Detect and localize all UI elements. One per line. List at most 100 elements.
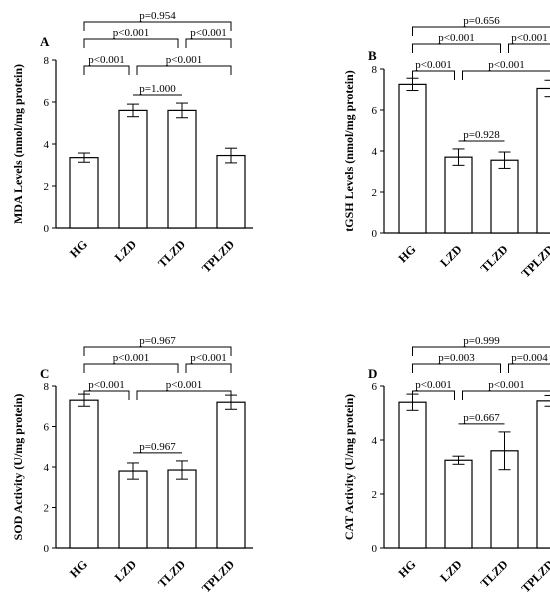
bar-hg — [69, 157, 99, 229]
y-tick-label: 4 — [44, 462, 50, 474]
y-tick-label: 6 — [44, 97, 50, 109]
y-tick-label: 4 — [44, 139, 50, 151]
category-label: TLZD — [478, 557, 511, 590]
category-label: LZD — [112, 237, 140, 265]
significance-bracket — [136, 65, 232, 75]
p-value-label: p=0.004 — [511, 352, 548, 364]
y-tick-label: 4 — [372, 146, 378, 158]
p-value-label: p<0.001 — [415, 59, 451, 71]
significance-bracket — [462, 70, 550, 80]
p-value-label: p<0.001 — [113, 27, 149, 39]
significance-bracket — [83, 363, 179, 373]
y-tick-label: 2 — [372, 489, 378, 501]
category-label: TPLZD — [199, 557, 237, 595]
bar-tplzd — [216, 154, 246, 229]
y-tick-label: 8 — [44, 55, 50, 67]
y-tick-label: 0 — [372, 228, 378, 240]
category-label: TLZD — [155, 557, 188, 590]
significance-bracket — [412, 346, 550, 356]
category-label: TPLZD — [199, 237, 237, 275]
significance-bracket — [462, 390, 550, 400]
panel-letter: A — [40, 34, 50, 49]
significance-bracket — [136, 390, 232, 400]
y-axis-label: MDA Levels (nmol/mg protein) — [11, 64, 25, 224]
p-value-label: p=0.667 — [463, 412, 500, 424]
panel-c: C SOD Activity (U/mg protein) 0 2 4 6 8 HG LZD TL… — [11, 335, 253, 595]
y-tick-label: 6 — [372, 381, 378, 393]
significance-bracket — [83, 390, 130, 400]
y-tick-label: 2 — [44, 503, 50, 515]
p-value-label: p=0.928 — [463, 129, 500, 141]
p-value-label: p<0.001 — [88, 54, 124, 66]
category-label: TPLZD — [518, 557, 550, 595]
y-tick-label: 2 — [372, 187, 378, 199]
category-label: HG — [67, 557, 90, 580]
significance-bracket — [412, 70, 455, 80]
category-label: TLZD — [155, 237, 188, 270]
significance-bracket — [412, 363, 501, 373]
significance-bracket — [508, 43, 550, 53]
category-label: TPLZD — [518, 242, 550, 280]
p-value-label: p<0.001 — [438, 32, 474, 44]
panel-d: D CAT Activity (U/mg protein) 0 2 4 6 HG LZD TLZ… — [342, 335, 550, 595]
y-tick-label: 6 — [372, 105, 378, 117]
category-label: LZD — [112, 557, 140, 585]
bar-hg — [398, 401, 427, 549]
bar-tlzd — [490, 159, 519, 234]
category-label: TLZD — [478, 242, 511, 275]
p-value-label: p<0.001 — [511, 32, 547, 44]
category-label: LZD — [437, 557, 465, 585]
bar-tplzd — [536, 87, 550, 234]
p-value-label: p<0.001 — [190, 27, 226, 39]
p-value-label: p<0.001 — [488, 59, 524, 71]
p-value-label: p=0.967 — [139, 441, 176, 453]
bar-lzd — [444, 459, 473, 549]
p-value-label: p<0.001 — [113, 352, 149, 364]
significance-bracket — [508, 363, 550, 373]
category-label: HG — [396, 242, 419, 265]
bar-hg — [69, 399, 99, 549]
significance-bracket — [185, 363, 232, 373]
y-tick-label: 2 — [44, 181, 50, 193]
panel-letter: C — [40, 366, 49, 381]
significance-bracket — [412, 43, 501, 53]
significance-bracket — [83, 21, 232, 31]
y-tick-label: 0 — [44, 223, 50, 235]
significance-bracket — [412, 26, 550, 36]
bar-tplzd — [216, 401, 246, 549]
p-value-label: p=0.967 — [139, 335, 176, 347]
bar-lzd — [444, 156, 473, 234]
significance-bracket — [185, 38, 232, 48]
y-tick-label: 0 — [44, 543, 50, 555]
p-value-label: p<0.001 — [166, 379, 202, 391]
significance-bracket — [412, 390, 455, 400]
significance-bracket — [83, 346, 232, 356]
y-axis-label: SOD Activity (U/mg protein) — [11, 394, 25, 541]
p-value-label: p=1.000 — [139, 83, 176, 95]
p-value-label: p<0.001 — [488, 379, 524, 391]
bar-tlzd — [167, 469, 197, 549]
significance-bracket — [83, 65, 130, 75]
p-value-label: p<0.001 — [166, 54, 202, 66]
category-label: LZD — [437, 242, 465, 270]
y-tick-label: 8 — [372, 64, 378, 76]
panel-letter: B — [368, 48, 377, 63]
y-tick-label: 6 — [44, 422, 50, 434]
p-value-label: p<0.001 — [190, 352, 226, 364]
p-value-label: p=0.954 — [139, 10, 176, 22]
panel-letter: D — [368, 366, 377, 381]
y-axis-label: CAT Activity (U/mg protein) — [342, 394, 356, 540]
p-value-label: p=0.999 — [463, 335, 500, 347]
p-value-label: p<0.001 — [415, 379, 451, 391]
bar-lzd — [118, 470, 148, 549]
category-label: HG — [67, 237, 90, 260]
y-axis-label: tGSH Levels (nmol/mg protein) — [342, 70, 356, 231]
category-label: HG — [396, 557, 419, 580]
y-tick-label: 8 — [44, 381, 50, 393]
p-value-label: p=0.003 — [438, 352, 475, 364]
y-tick-label: 0 — [372, 543, 378, 555]
p-value-label: p<0.001 — [88, 379, 124, 391]
panel-a: A MDA Levels (nmol/mg protein) 0 2 4 6 8 HG LZD T… — [11, 10, 253, 275]
